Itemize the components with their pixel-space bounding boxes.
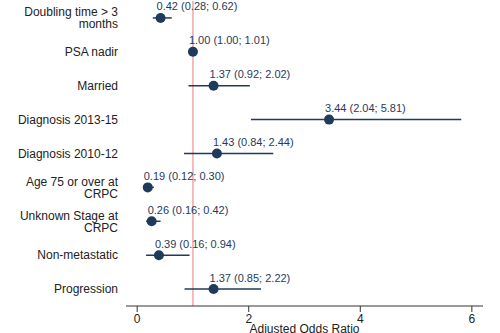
svg-text:0.26 (0.16; 0.42): 0.26 (0.16; 0.42) bbox=[148, 204, 229, 216]
svg-text:Non-metastatic: Non-metastatic bbox=[37, 248, 118, 262]
svg-text:1.00 (1.00; 1.01): 1.00 (1.00; 1.01) bbox=[189, 34, 270, 46]
svg-text:Age 75 or over atCRPC: Age 75 or over atCRPC bbox=[26, 175, 119, 201]
svg-text:Adjusted Odds Ratio: Adjusted Odds Ratio bbox=[249, 322, 359, 333]
svg-text:0.39 (0.16; 0.94): 0.39 (0.16; 0.94) bbox=[155, 238, 236, 250]
svg-text:PSA nadir: PSA nadir bbox=[65, 45, 118, 59]
svg-text:0.42 (0.28; 0.62): 0.42 (0.28; 0.62) bbox=[157, 0, 238, 12]
svg-text:4: 4 bbox=[356, 311, 364, 326]
svg-text:1.43 (0.84; 2.44): 1.43 (0.84; 2.44) bbox=[213, 136, 294, 148]
svg-text:1.37 (0.85; 2.22): 1.37 (0.85; 2.22) bbox=[210, 272, 291, 284]
svg-text:Doubling time > 3months: Doubling time > 3months bbox=[24, 5, 118, 31]
svg-text:0.19 (0.12; 0.30): 0.19 (0.12; 0.30) bbox=[144, 170, 225, 182]
svg-text:1.37 (0.92; 2.02): 1.37 (0.92; 2.02) bbox=[210, 68, 291, 80]
svg-text:Diagnosis 2010-12: Diagnosis 2010-12 bbox=[18, 147, 118, 161]
svg-text:0: 0 bbox=[134, 312, 141, 326]
svg-text:Diagnosis 2013-15: Diagnosis 2013-15 bbox=[18, 113, 118, 127]
svg-text:3.44 (2.04; 5.81): 3.44 (2.04; 5.81) bbox=[325, 102, 406, 114]
svg-text:2: 2 bbox=[245, 311, 253, 326]
svg-text:Married: Married bbox=[77, 79, 118, 93]
svg-text:Unknown Stage atCRPC: Unknown Stage atCRPC bbox=[20, 209, 119, 235]
svg-text:6: 6 bbox=[469, 312, 476, 326]
svg-text:Progression: Progression bbox=[54, 282, 118, 296]
